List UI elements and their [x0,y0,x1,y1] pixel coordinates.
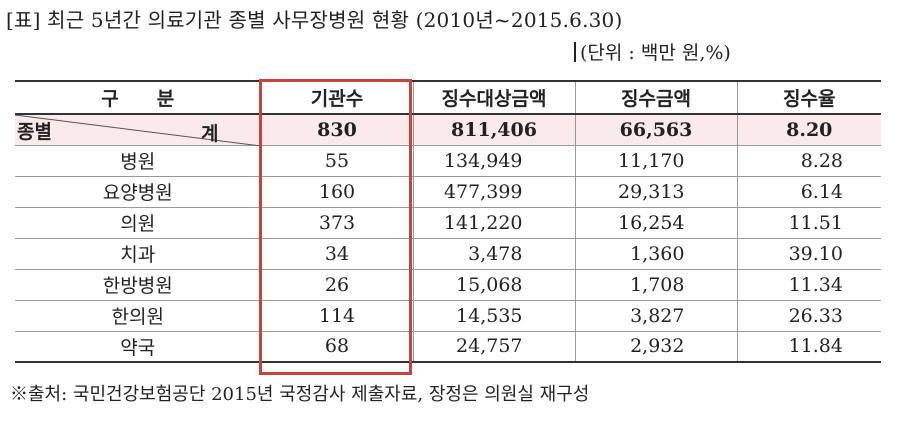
table-row: 한방병원 26 15,068 1,708 11.34 [15,268,881,301]
unit-note: (단위 : 백만 원,%) [574,38,731,65]
table-row: 병원 55 134,949 11,170 8.28 [15,144,881,177]
row-target-amount: 14,535 [412,299,576,332]
total-target-amount: 811,406 [412,113,576,146]
row-category: 의원 [15,206,262,239]
row-collected-amount: 1,360 [574,237,738,270]
row-target-amount: 134,949 [412,144,576,177]
table-row: 요양병원 160 477,399 29,313 6.14 [15,175,881,208]
table-title: [표] 최근 5년간 의료기관 종별 사무장병원 현황 (2010년~2015.… [6,8,623,32]
institution-table: 구 분 기관수 징수대상금액 징수금액 징수율 종별 계 830 811,406… [15,80,881,363]
total-label-cell: 종별 계 [15,113,262,146]
row-target-amount: 15,068 [412,268,576,301]
header-row: 구 분 기관수 징수대상금액 징수금액 징수율 [15,80,881,115]
diagonal-divider [15,115,261,146]
row-target-amount: 3,478 [412,237,576,270]
table-row: 치과 34 3,478 1,360 39.10 [15,237,881,270]
row-institutions: 55 [260,144,414,177]
row-institutions: 160 [260,175,414,208]
row-target-amount: 24,757 [412,330,576,363]
row-target-amount: 477,399 [412,175,576,208]
row-collection-rate: 39.10 [736,237,881,270]
header-collection-rate: 징수율 [736,80,881,115]
row-collected-amount: 29,313 [574,175,738,208]
header-institutions: 기관수 [260,80,414,115]
row-category: 치과 [15,237,262,270]
table-row: 의원 373 141,220 16,254 11.51 [15,206,881,239]
row-collection-rate: 11.84 [736,330,881,363]
unit-label: (단위 : 백만 원,%) [580,42,731,64]
table-row: 약국 68 24,757 2,932 11.84 [15,330,881,363]
row-collection-rate: 11.34 [736,268,881,301]
total-collected-amount: 66,563 [574,113,738,146]
row-collection-rate: 8.28 [736,144,881,177]
total-institutions: 830 [260,113,414,146]
total-label-bottom: 계 [201,123,219,145]
row-collected-amount: 2,932 [574,330,738,363]
row-institutions: 26 [260,268,414,301]
row-category: 한의원 [15,299,262,332]
row-institutions: 34 [260,237,414,270]
row-target-amount: 141,220 [412,206,576,239]
row-collection-rate: 26.33 [736,299,881,332]
row-category: 요양병원 [15,175,262,208]
row-collected-amount: 16,254 [574,206,738,239]
row-category: 한방병원 [15,268,262,301]
row-institutions: 68 [260,330,414,363]
table-row: 한의원 114 14,535 3,827 26.33 [15,299,881,332]
row-category: 약국 [15,330,262,363]
row-collection-rate: 11.51 [736,206,881,239]
header-collected-amount: 징수금액 [574,80,738,115]
row-collected-amount: 3,827 [574,299,738,332]
row-collection-rate: 6.14 [736,175,881,208]
total-row: 종별 계 830 811,406 66,563 8.20 [15,113,881,146]
header-target-amount: 징수대상금액 [412,80,576,115]
header-category: 구 분 [15,80,262,115]
row-institutions: 114 [260,299,414,332]
unit-divider [574,42,576,62]
row-collected-amount: 1,708 [574,268,738,301]
row-institutions: 373 [260,206,414,239]
row-collected-amount: 11,170 [574,144,738,177]
row-category: 병원 [15,144,262,177]
total-collection-rate: 8.20 [736,113,881,146]
source-note: ※출처: 국민건강보험공단 2015년 국정감사 제출자료, 장정은 의원실 재… [10,384,590,405]
total-label-top: 종별 [17,121,52,143]
